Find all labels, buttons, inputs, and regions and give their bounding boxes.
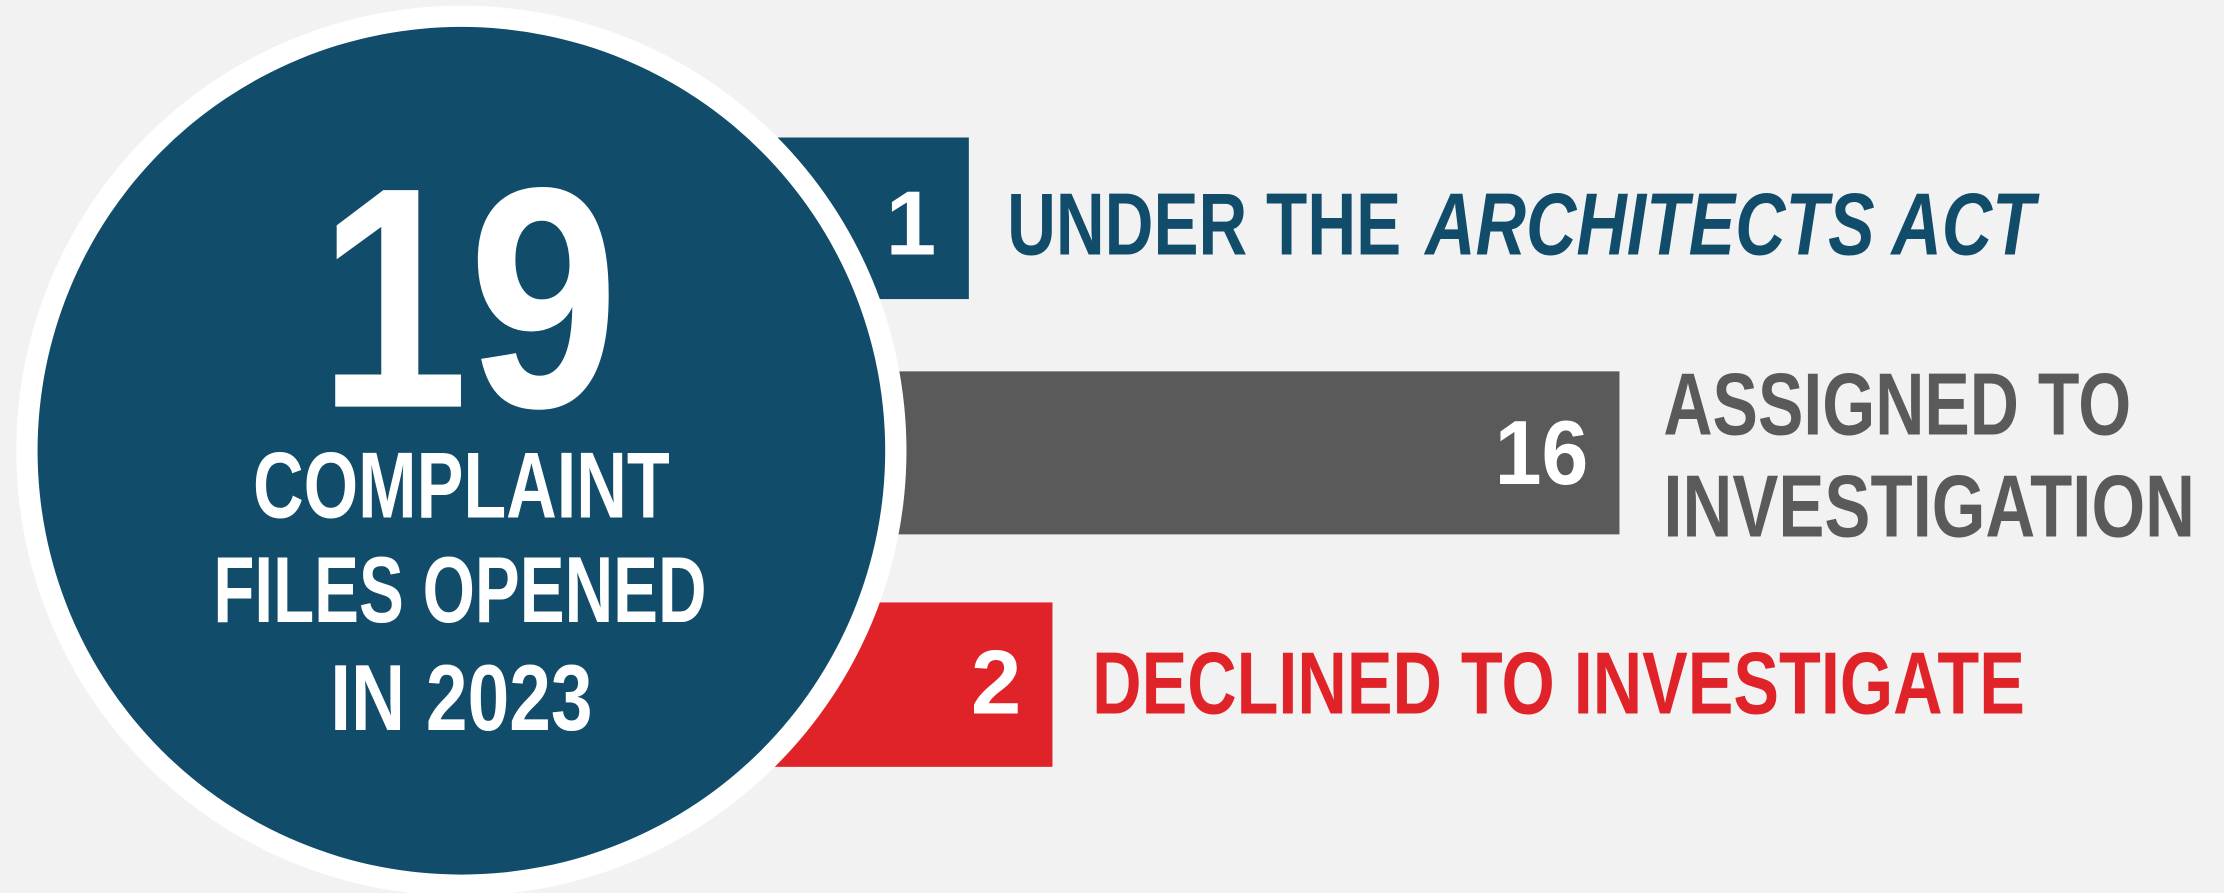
circle [37, 26, 886, 875]
item-label: DECLINED TO INVESTIGATE [1092, 634, 2025, 733]
item-label: UNDER THE [1007, 174, 1401, 273]
total-line: IN 2023 [330, 645, 592, 750]
item-value: 2 [971, 633, 1021, 734]
item-label-line: ASSIGNED TO [1663, 354, 2131, 453]
bar-assigned [851, 371, 1620, 535]
total-line: FILES OPENED [213, 537, 706, 642]
item-value: 16 [1495, 403, 1589, 504]
total-line: COMPLAINT [253, 432, 670, 537]
item-label-line: INVESTIGATION [1663, 457, 2195, 556]
total-value: 19 [318, 122, 619, 474]
item-label-italic: ARCHITECTS ACT [1424, 174, 2040, 273]
item-value: 1 [886, 173, 936, 274]
